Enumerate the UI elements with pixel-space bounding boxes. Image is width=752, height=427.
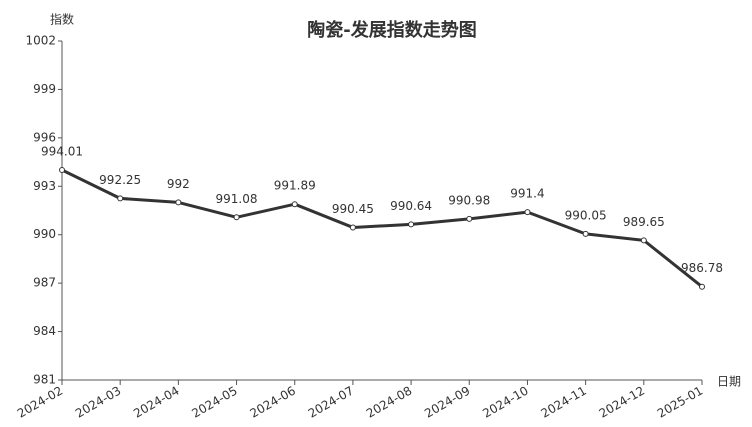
y-tick-label: 981 [33, 373, 56, 387]
x-tick-label: 2024-09 [422, 384, 472, 421]
y-tick-label: 1002 [25, 34, 56, 48]
y-tick-label: 984 [33, 324, 56, 338]
data-label: 994.01 [41, 144, 83, 158]
data-label: 991.89 [274, 179, 316, 193]
data-label: 992 [167, 177, 190, 191]
x-tick-label: 2024-07 [306, 384, 356, 421]
data-point [291, 201, 298, 208]
x-tick-label: 2024-08 [364, 384, 414, 421]
x-tick-label: 2024-05 [189, 384, 239, 421]
y-tick-label: 996 [33, 130, 56, 144]
y-axis-label: 指数 [50, 12, 74, 27]
x-tick-label: 2024-10 [480, 384, 530, 421]
data-label: 986.78 [681, 261, 723, 275]
data-point [175, 199, 182, 206]
data-point [524, 209, 531, 216]
data-label: 991.08 [216, 192, 258, 206]
data-point [582, 230, 589, 237]
x-tick-label: 2024-02 [15, 384, 65, 421]
x-tick-label: 2024-11 [538, 384, 588, 421]
data-label: 990.45 [332, 202, 374, 216]
x-tick-label: 2025-01 [655, 384, 705, 421]
data-point [408, 221, 415, 228]
x-tick-label: 2024-04 [131, 384, 181, 421]
chart-title: 陶瓷-发展指数走势图 [307, 19, 476, 41]
y-tick-label: 987 [33, 276, 56, 290]
data-point [117, 195, 124, 202]
y-tick-label: 999 [33, 82, 56, 96]
x-tick-label: 2024-03 [73, 384, 123, 421]
data-label: 992.25 [99, 173, 141, 187]
data-point [640, 237, 647, 244]
data-label: 989.65 [623, 215, 665, 229]
data-point [466, 215, 473, 222]
data-point [59, 166, 65, 173]
data-label: 991.4 [510, 187, 544, 201]
y-tick-label: 990 [33, 227, 56, 241]
data-label: 990.98 [448, 193, 490, 207]
data-point [699, 283, 705, 290]
data-line [61, 168, 703, 288]
data-point [233, 214, 240, 221]
x-axis-label: 日期 [717, 375, 741, 389]
y-tick-label: 993 [33, 179, 56, 193]
data-label: 990.64 [390, 199, 432, 213]
x-tick-label: 2024-06 [248, 384, 298, 421]
data-point [349, 224, 356, 231]
data-label: 990.05 [565, 208, 607, 222]
x-tick-label: 2024-12 [597, 384, 647, 421]
